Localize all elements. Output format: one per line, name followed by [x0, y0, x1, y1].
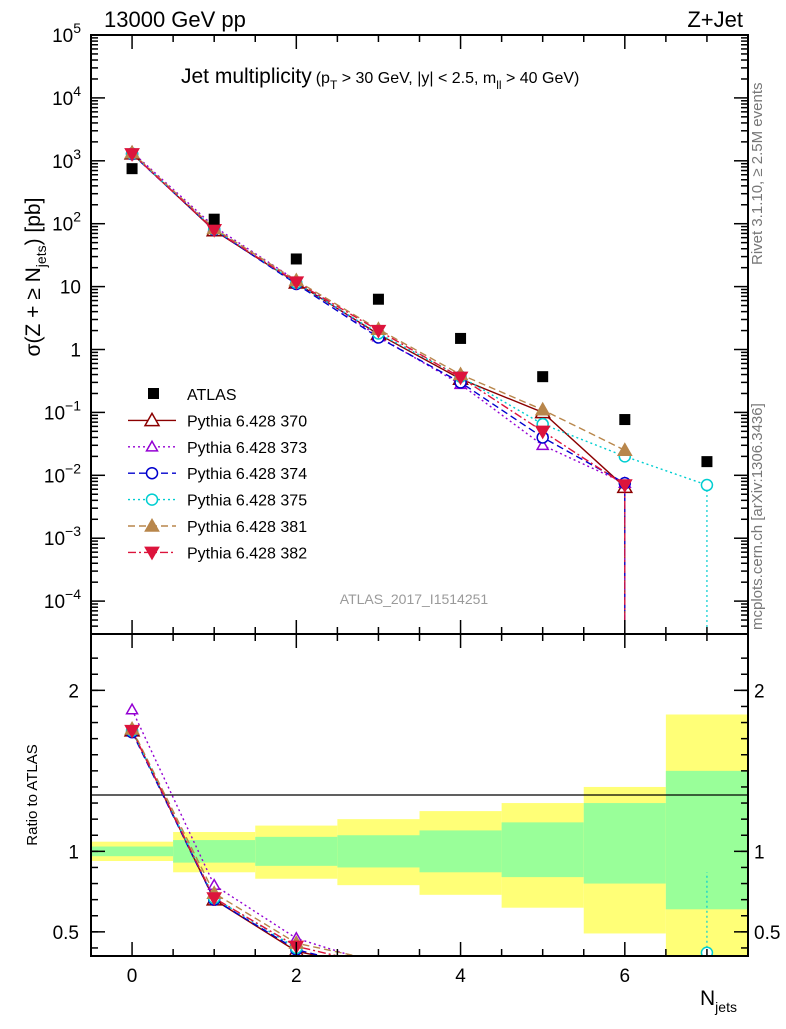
series-point [452, 371, 469, 386]
y-tick-label: 105 [52, 20, 81, 47]
atlas-point [701, 456, 713, 468]
rivet-label: Rivet 3.1.10, ≥ 2.5M events [749, 83, 766, 266]
ratio-y-tick-label-right: 0.5 [754, 923, 780, 944]
atlas-point [208, 213, 220, 225]
ratio-band-green [501, 822, 584, 878]
chart-title: Jet multiplicity (pT > 30 GeV, |y| < 2.5,… [181, 65, 579, 92]
legend-label: Pythia 6.428 382 [187, 545, 307, 562]
header-right: Z+Jet [687, 7, 743, 32]
ratio-band-green [173, 840, 256, 863]
mcplots-label: mcplots.cern.ch [arXiv:1306.3436] [749, 403, 766, 630]
main-panel-frame [90, 34, 749, 635]
y-tick-label: 10−3 [44, 523, 81, 550]
legend-atlas-marker [148, 388, 159, 399]
y-tick-label: 10−1 [44, 397, 81, 424]
legend-marker [145, 466, 159, 480]
series-line-5 [131, 153, 626, 486]
ratio-point [206, 892, 223, 907]
x-tick-label: 6 [620, 966, 631, 987]
main-series [123, 144, 714, 634]
legend-label: Pythia 6.428 381 [187, 519, 307, 536]
ratio-band-green [665, 770, 748, 910]
legend-label: Pythia 6.428 373 [187, 440, 307, 457]
series-line-2 [131, 153, 626, 484]
y-tick-label: 103 [52, 146, 81, 173]
ratio-band-green [91, 846, 174, 857]
series-point [288, 276, 305, 291]
series-point [616, 442, 633, 457]
legend-marker [143, 411, 161, 427]
ratio-point [125, 702, 139, 715]
y-tick-label: 10 [60, 278, 81, 299]
atlas-point [455, 332, 467, 344]
series-point [700, 478, 714, 492]
header-left: 13000 GeV pp [104, 7, 246, 32]
series-line-3 [131, 153, 708, 486]
legend-label: Pythia 6.428 374 [187, 466, 307, 483]
legend-marker [145, 439, 159, 452]
ratio-band-green [419, 830, 502, 873]
ratio-y-tick-label: 0.5 [53, 923, 79, 944]
legend-label: Pythia 6.428 375 [187, 493, 307, 510]
ratio-y-tick-label: 2 [68, 681, 79, 702]
x-tick-label: 4 [455, 966, 466, 987]
legend-marker [144, 517, 160, 532]
atlas-point [537, 371, 549, 383]
ratio-uncertainty-bands [91, 714, 748, 956]
ratio-y-tick-label: 1 [68, 842, 79, 863]
y-tick-label: 102 [52, 209, 81, 236]
legend-marker [145, 493, 159, 506]
ratio-point [124, 724, 140, 739]
atlas-point [126, 163, 138, 175]
series-point [535, 438, 550, 451]
series-point [124, 148, 140, 162]
x-axis-label: Njets [700, 987, 737, 1015]
ratio-y-tick-label-right: 1 [754, 842, 765, 863]
series-point [534, 401, 551, 416]
series-line-1 [131, 151, 626, 484]
y-tick-label: 10−4 [44, 586, 81, 613]
ratio-panel-frame [90, 633, 749, 957]
atlas-point [372, 293, 384, 305]
ratio-band-green [337, 835, 420, 868]
legend-label: Pythia 6.428 370 [187, 413, 307, 430]
series-point [370, 324, 387, 339]
legend: ATLAS Pythia 6.428 370 Pythia 6.428 373 Pyt… [128, 387, 307, 562]
y-tick-label: 1 [70, 341, 81, 362]
ratio-line-1 [131, 709, 356, 956]
atlas-point [619, 414, 631, 426]
analysis-watermark: ATLAS_2017_I1514251 [340, 591, 489, 607]
x-tick-label: 0 [127, 966, 138, 987]
series-point [616, 479, 633, 494]
ratio-band-green [255, 836, 338, 866]
series-point [534, 425, 551, 440]
ratio-line-2 [131, 731, 325, 956]
legend-atlas-label: ATLAS [187, 387, 237, 404]
y-axis-label-top: σ(Z + ≥ Njets) [pb] [22, 198, 49, 357]
ratio-band-green [583, 803, 666, 884]
y-tick-label: 10−2 [44, 460, 81, 487]
atlas-point [290, 253, 302, 265]
y-axis-label-ratio: Ratio to ATLAS [24, 744, 41, 845]
legend-marker [144, 546, 160, 561]
x-tick-label: 2 [291, 966, 302, 987]
ratio-y-tick-label-right: 2 [754, 681, 765, 702]
y-tick-label: 104 [52, 83, 81, 110]
atlas-data-points [126, 163, 713, 468]
